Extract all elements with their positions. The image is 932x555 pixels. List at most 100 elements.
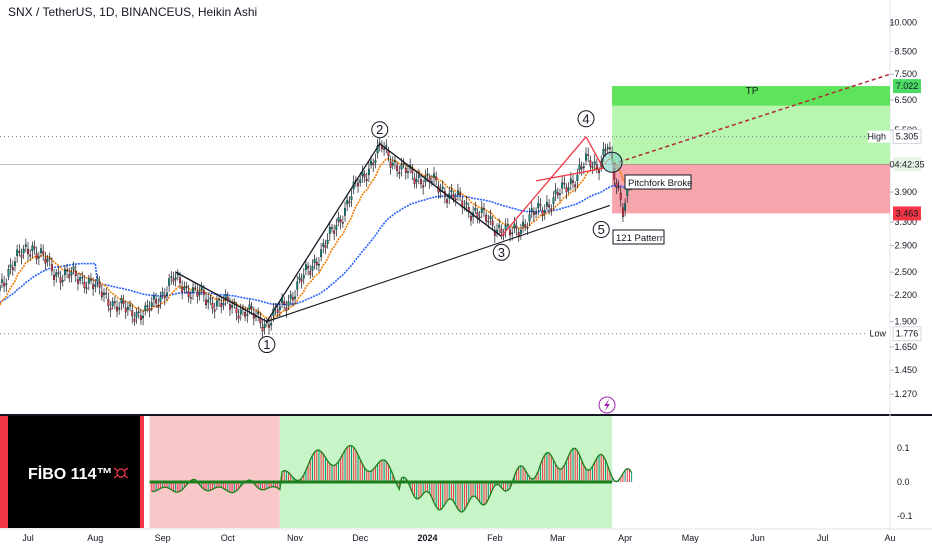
candle-body [608, 147, 611, 150]
pivot-circle [592, 221, 610, 239]
candle-body [545, 202, 548, 207]
y-tick-label: 1.900 [894, 317, 917, 327]
candle-body [163, 294, 166, 299]
candle-body [298, 276, 301, 280]
candle-body [550, 208, 553, 211]
lightning-icon[interactable] [598, 396, 616, 414]
candle-body [18, 251, 21, 253]
candle-body [504, 225, 507, 231]
candle-body [539, 204, 542, 206]
candle-body [5, 283, 8, 286]
marker-value-box [892, 326, 922, 342]
candle-body [420, 179, 422, 185]
candle-body [31, 245, 34, 252]
pattern-drawings [175, 73, 890, 323]
fibo-indicator-label: FİBO 114™ [0, 416, 144, 528]
candle-body [142, 315, 145, 319]
candle-body [40, 248, 42, 253]
candle-body [569, 178, 572, 184]
pivot-circle [258, 336, 276, 354]
candle-body [113, 301, 116, 304]
pivot-label: 5 [598, 222, 605, 237]
wave-pivots: 1 2 3 4 5 [258, 110, 610, 354]
osc-tick-label: -0.1 [897, 511, 913, 521]
candle-body [179, 277, 181, 284]
candle-body [367, 168, 370, 176]
candle-body [489, 216, 492, 220]
candle-body [79, 277, 82, 281]
candle-body [194, 287, 197, 290]
y-tick-label: 1.450 [894, 365, 917, 375]
candle-body [105, 292, 108, 295]
x-tick-label: Mar [550, 533, 566, 543]
tp-zone [612, 86, 890, 106]
candle-body [61, 280, 64, 282]
candle-body [530, 208, 533, 212]
marker-tag-bg [868, 130, 890, 143]
candle-body [315, 261, 318, 266]
candle-body [122, 300, 125, 304]
candle-body [287, 301, 290, 307]
candle-body [231, 305, 234, 308]
candle-body [346, 199, 349, 205]
candle-body [139, 315, 142, 321]
candle-body [283, 301, 286, 305]
x-tick-label: Apr [618, 533, 632, 543]
candle-body [111, 301, 114, 306]
candle-body [491, 220, 494, 226]
candle-body [96, 278, 99, 282]
price-label-text: 04:42:35 [889, 159, 924, 169]
candle-body [157, 304, 160, 308]
x-tick-label: Jul [817, 533, 829, 543]
candle-body [189, 297, 192, 299]
pattern-text: 121 Pattern [616, 233, 665, 244]
candle-body [278, 306, 281, 310]
candle-body [294, 296, 297, 299]
candle-body [109, 307, 112, 311]
candle-body [224, 294, 227, 299]
candle-body [120, 298, 123, 304]
candle-body [565, 187, 568, 193]
candle-body [598, 170, 601, 174]
candle-body [478, 216, 481, 219]
osc-tick-label: 0.1 [897, 443, 910, 453]
candle-body [124, 307, 127, 313]
x-tick-label: Feb [487, 533, 503, 543]
pivot-circle [577, 110, 595, 128]
candle-body [374, 160, 377, 163]
candle-body [417, 175, 420, 178]
y-tick-label: 3.300 [894, 217, 917, 227]
candle-body [48, 257, 51, 260]
candle-body [582, 166, 585, 168]
candle-body [239, 309, 242, 315]
position-zones [0, 86, 890, 214]
candle-body [126, 307, 129, 310]
candle-body [146, 305, 149, 307]
candle-body [589, 160, 592, 167]
pivot-circle [371, 121, 389, 139]
candle-body [493, 230, 496, 236]
candle-body [415, 179, 418, 182]
candle-body [389, 161, 392, 168]
candle-body [137, 311, 140, 313]
candle-body [135, 312, 138, 318]
candle-body [456, 190, 459, 196]
y-tick-label: 3.900 [894, 187, 917, 197]
pivot-label: 4 [582, 111, 589, 126]
oscillator-line [151, 444, 633, 513]
candle-body [50, 264, 53, 272]
marker-tag-label: Low [869, 329, 886, 339]
candle-body [391, 163, 394, 166]
candle-body [76, 279, 79, 284]
candle-body [317, 263, 320, 266]
pitchfork-broke-annotation: Pitchfork Broke [624, 174, 692, 190]
candle-body [543, 210, 546, 213]
candle-body [205, 299, 208, 306]
pivot-label: 1 [263, 337, 270, 352]
x-tick-label: Oct [221, 533, 236, 543]
candle-body [222, 302, 225, 306]
tp-label: TP [746, 86, 759, 97]
candle-body [20, 254, 23, 258]
candle-body [480, 207, 483, 213]
